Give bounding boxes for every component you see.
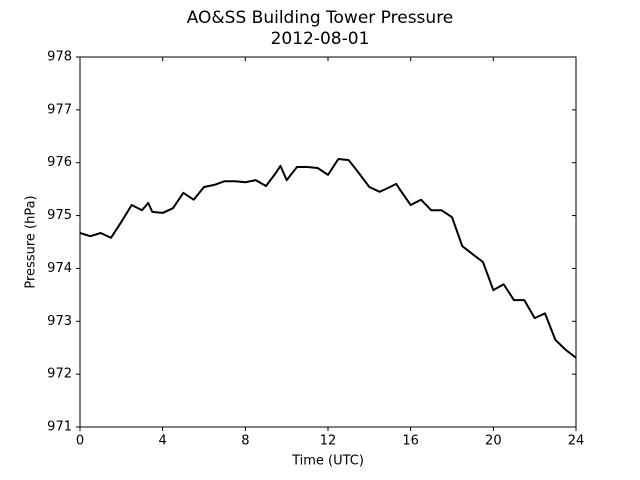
y-axis-label: Pressure (hPa) bbox=[24, 195, 39, 288]
x-tick-label: 0 bbox=[76, 434, 84, 449]
x-tick-label: 16 bbox=[402, 434, 419, 449]
chart-title: AO&SS Building Tower Pressure bbox=[187, 8, 454, 28]
x-tick-label: 12 bbox=[320, 434, 337, 449]
y-tick-label: 978 bbox=[47, 50, 72, 65]
chart-subtitle: 2012-08-01 bbox=[271, 29, 370, 49]
plot-frame bbox=[79, 56, 577, 428]
x-tick-label: 20 bbox=[485, 434, 502, 449]
y-tick-label: 971 bbox=[47, 420, 72, 435]
data-line bbox=[79, 158, 577, 359]
y-tick-label: 976 bbox=[47, 155, 72, 170]
y-tick-label: 972 bbox=[47, 367, 72, 382]
y-tick-label: 975 bbox=[47, 208, 72, 223]
x-tick-label: 8 bbox=[241, 434, 249, 449]
y-tick-label: 974 bbox=[47, 261, 72, 276]
y-tick-label: 977 bbox=[47, 102, 72, 117]
x-tick-label: 4 bbox=[159, 434, 167, 449]
x-tick-label: 24 bbox=[568, 434, 585, 449]
y-tick-label: 973 bbox=[47, 314, 72, 329]
x-axis-label: Time (UTC) bbox=[291, 454, 364, 469]
